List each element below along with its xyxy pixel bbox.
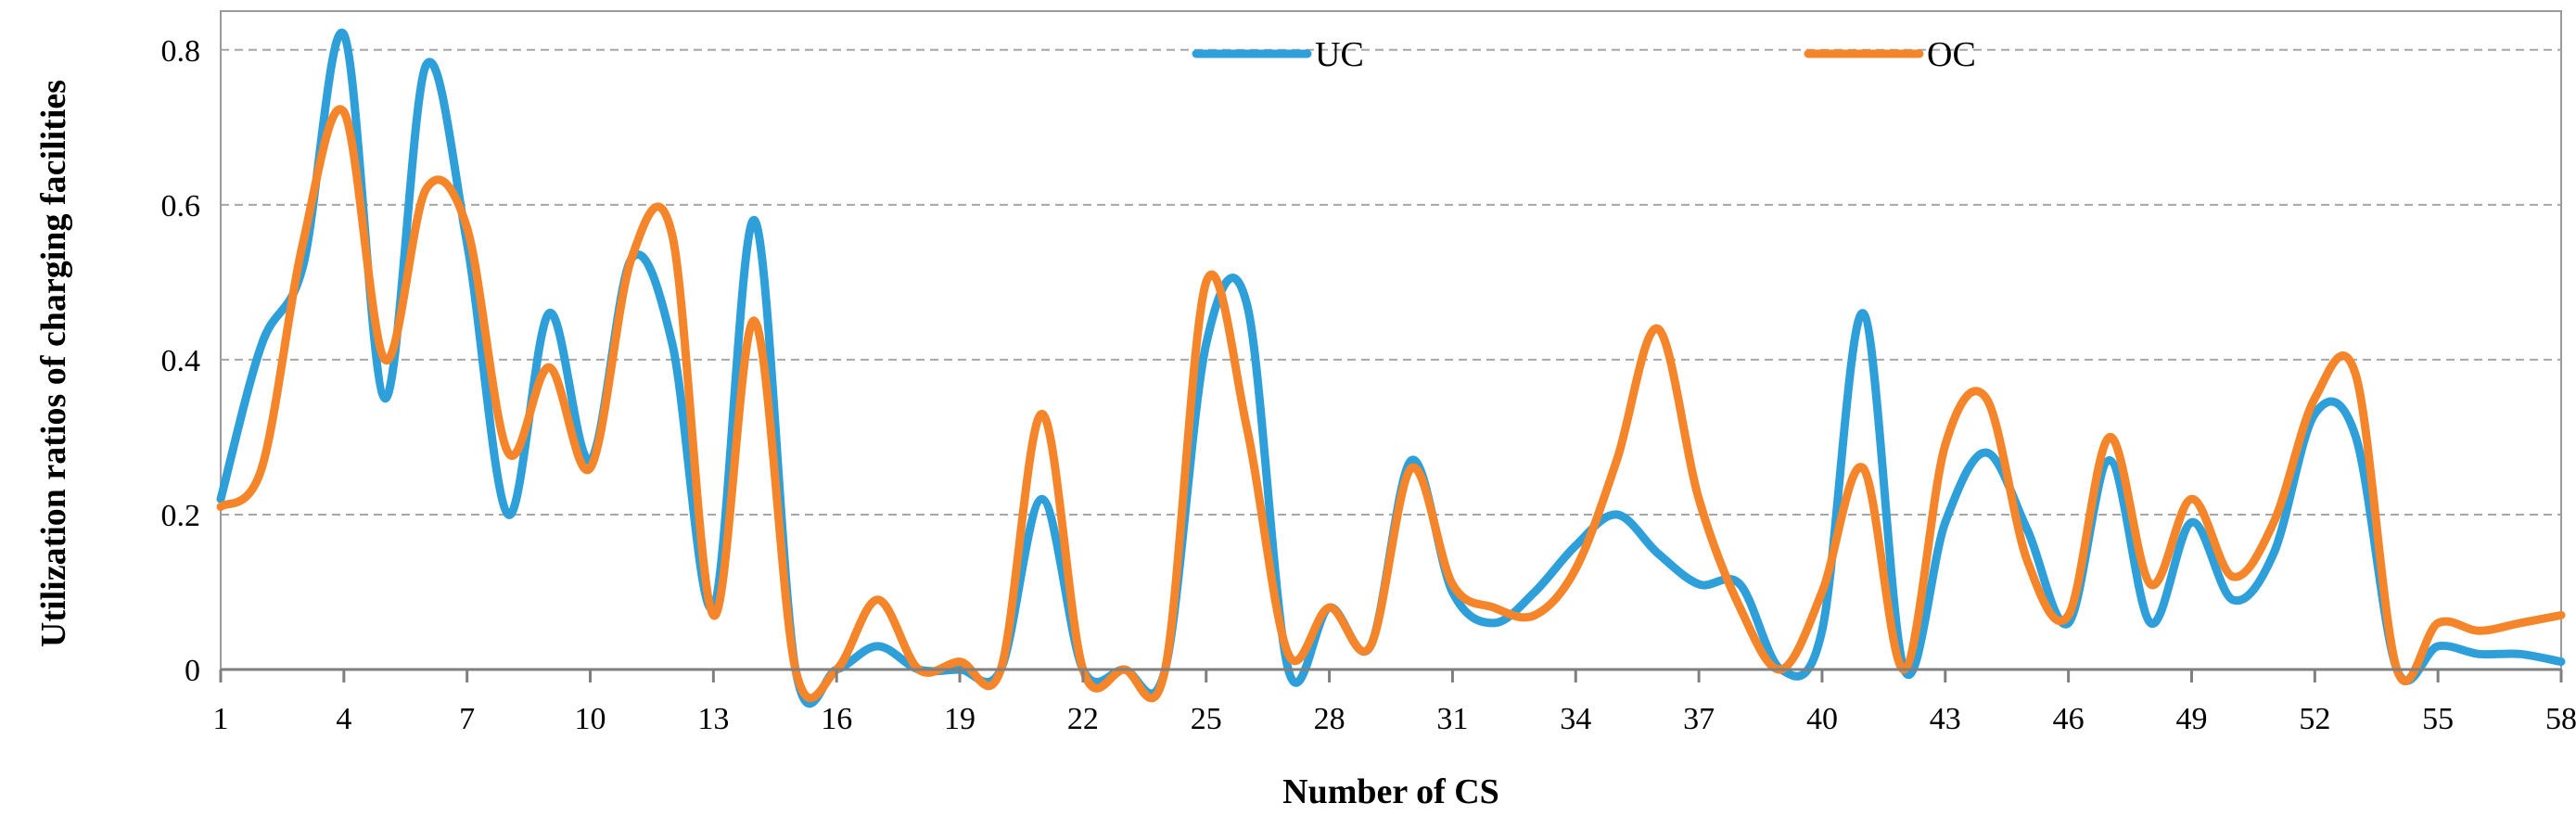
y-tick-label: 0.6 — [161, 189, 201, 223]
x-axis-title: Number of CS — [1282, 772, 1499, 811]
x-tick-label: 4 — [336, 702, 351, 736]
x-tick-label: 34 — [1560, 702, 1591, 736]
x-tick-label: 28 — [1314, 702, 1345, 736]
y-tick-label: 0.2 — [161, 499, 201, 533]
x-tick-label: 25 — [1191, 702, 1222, 736]
y-axis-title: Utilization ratios of charging facilitie… — [34, 80, 73, 647]
series-line-uc — [216, 28, 2566, 708]
y-tick-label: 0 — [185, 654, 200, 688]
x-tick-label: 10 — [575, 702, 606, 736]
series-line-oc — [216, 105, 2566, 703]
y-axis-ticks: 0 0.2 0.4 0.6 0.8 — [161, 34, 201, 688]
x-tick-label: 1 — [213, 702, 229, 736]
x-tick-label: 22 — [1067, 702, 1099, 736]
x-axis-ticks: 1 4 7 10 13 16 19 22 25 28 31 34 37 40 43 46 49 52 55 58 — [213, 669, 2576, 736]
legend-label-uc: UC — [1315, 35, 1364, 74]
x-tick-label: 13 — [697, 702, 729, 736]
legend-label-oc: OC — [1927, 35, 1976, 74]
x-tick-label: 49 — [2175, 702, 2207, 736]
x-tick-label: 55 — [2422, 702, 2454, 736]
x-tick-label: 7 — [459, 702, 475, 736]
x-tick-label: 52 — [2299, 702, 2330, 736]
y-tick-label: 0.4 — [161, 344, 201, 378]
x-tick-label: 37 — [1683, 702, 1715, 736]
series-lines — [216, 28, 2566, 708]
x-tick-label: 43 — [1930, 702, 1961, 736]
y-tick-label: 0.8 — [161, 34, 201, 69]
x-tick-label: 46 — [2053, 702, 2085, 736]
x-tick-label: 31 — [1436, 702, 1468, 736]
x-tick-label: 16 — [821, 702, 852, 736]
legend: UC OC — [1192, 35, 1976, 74]
x-tick-label: 19 — [944, 702, 976, 736]
x-tick-label: 40 — [1806, 702, 1838, 736]
x-tick-label: 58 — [2545, 702, 2576, 736]
